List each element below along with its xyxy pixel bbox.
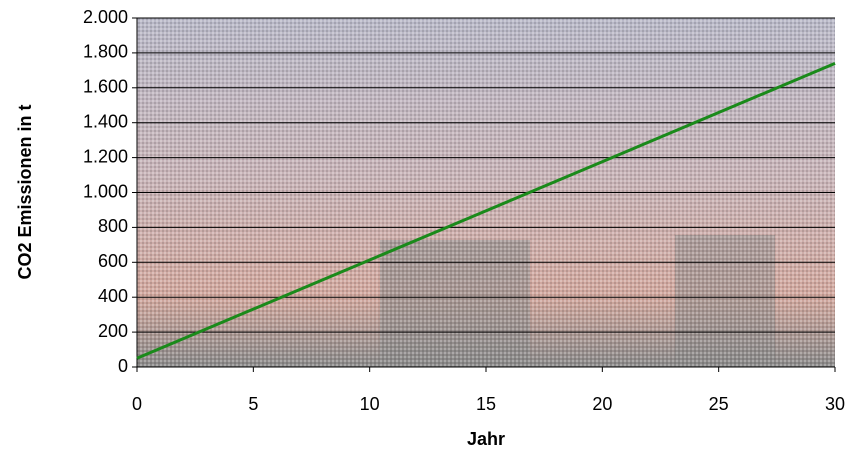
x-tick-label: 10 [360, 394, 380, 414]
x-tick-label: 0 [132, 394, 142, 414]
x-tick-label: 5 [248, 394, 258, 414]
y-tick-label: 1.600 [83, 77, 128, 97]
y-tick-label: 200 [98, 321, 128, 341]
y-tick-label: 400 [98, 286, 128, 306]
x-tick-label: 25 [709, 394, 729, 414]
x-tick-label: 30 [825, 394, 845, 414]
x-tick-label: 15 [476, 394, 496, 414]
y-tick-label: 800 [98, 216, 128, 236]
y-tick-label: 1.400 [83, 111, 128, 131]
y-tick-label: 0 [118, 356, 128, 376]
y-tick-label: 1.800 [83, 42, 128, 62]
y-tick-label: 1.200 [83, 146, 128, 166]
y-axis-label: CO2 Emissionen in t [15, 104, 35, 279]
y-tick-label: 2.000 [83, 7, 128, 27]
chart: CO2 Emissionen in t Jahr 02004006008001.… [0, 0, 862, 453]
y-tick-label: 600 [98, 251, 128, 271]
x-axis-label: Jahr [467, 429, 505, 449]
y-tick-label: 1.000 [83, 181, 128, 201]
x-tick-label: 20 [592, 394, 612, 414]
